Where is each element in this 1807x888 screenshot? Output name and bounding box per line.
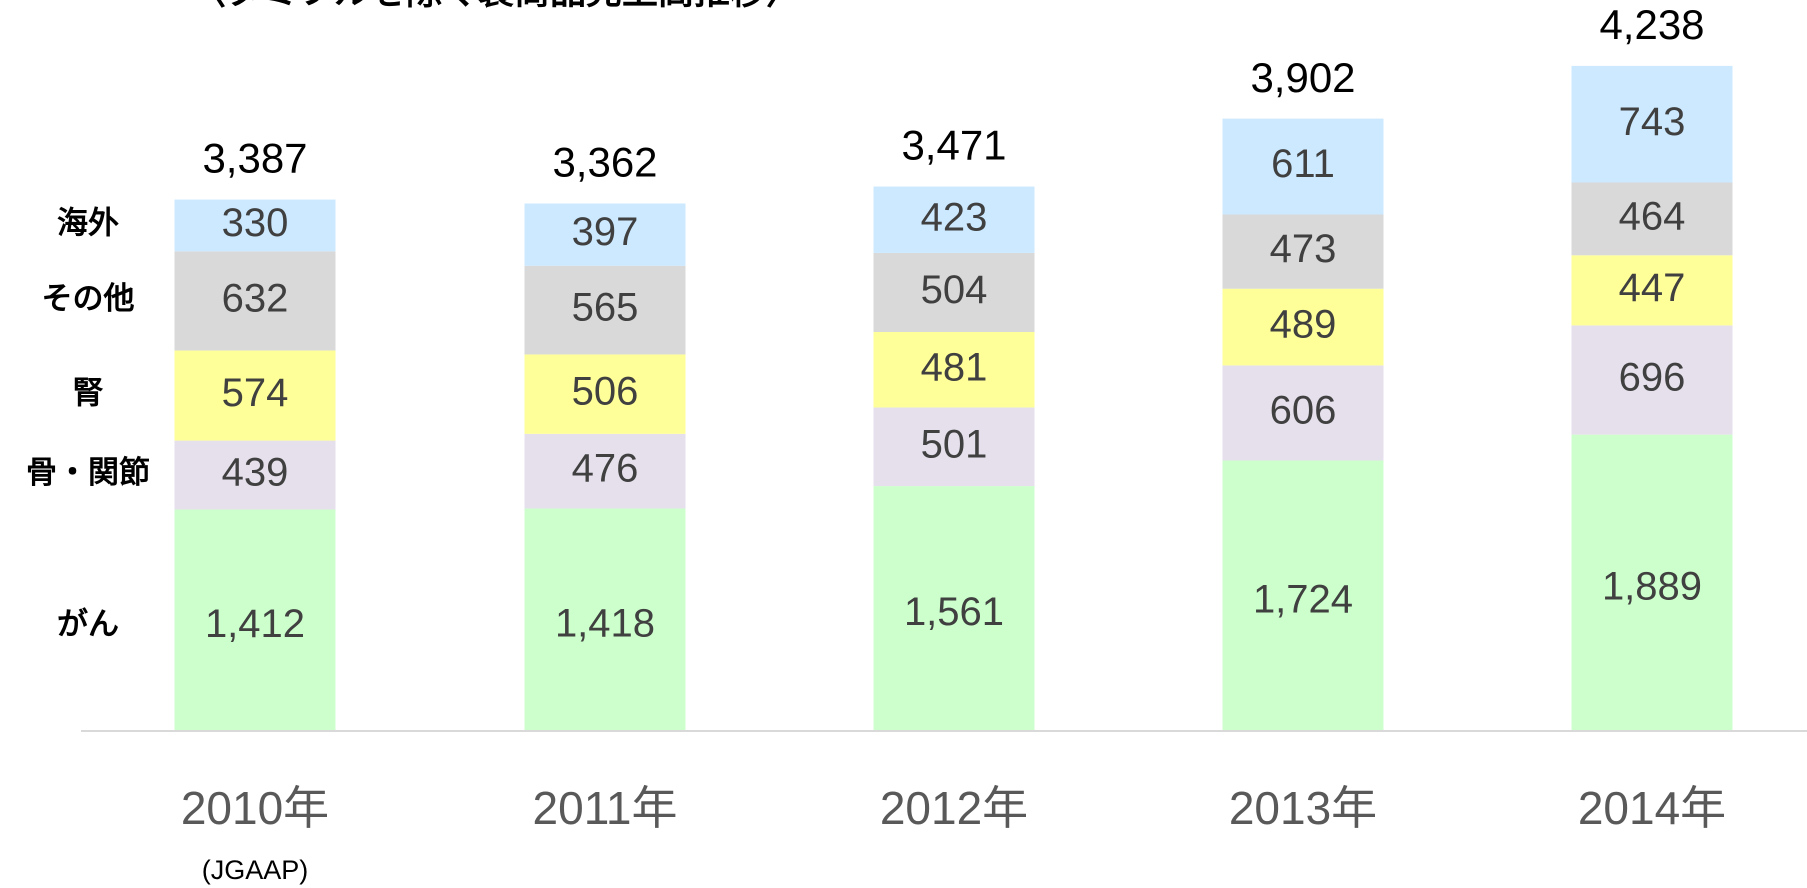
value-label: 632 — [222, 276, 289, 320]
value-label: 565 — [572, 286, 639, 330]
value-label: 501 — [921, 422, 988, 466]
bar-segment — [1222, 118, 1384, 215]
value-label: 1,561 — [904, 590, 1004, 634]
value-label: 506 — [572, 370, 639, 414]
bar-segment — [174, 251, 336, 351]
value-label: 447 — [1619, 266, 1686, 310]
bar-segment — [873, 486, 1035, 731]
value-label: 423 — [921, 195, 988, 239]
category-note: (JGAAP) — [202, 855, 309, 885]
value-label: 473 — [1270, 227, 1337, 271]
x-tick-label: 2014年 — [1578, 782, 1726, 834]
value-label: 504 — [921, 268, 988, 312]
bar-segment — [174, 350, 336, 441]
x-tick-label: 2011年 — [533, 782, 678, 834]
bar-segment — [524, 508, 686, 731]
bar-segment — [1571, 182, 1733, 256]
bar-segment — [1222, 288, 1384, 366]
value-label: 743 — [1619, 100, 1686, 144]
bar-segment — [873, 332, 1035, 408]
value-label: 489 — [1270, 303, 1337, 347]
value-label: 574 — [222, 371, 289, 415]
value-label: 606 — [1270, 389, 1337, 433]
bar-segment — [524, 354, 686, 434]
chart-title: 〈タミフルを除く製商品売上高推移〉 — [190, 0, 802, 12]
total-label: 3,387 — [202, 135, 307, 182]
legend-label: 腎 — [73, 376, 104, 411]
value-label: 464 — [1619, 194, 1686, 238]
legend-label: がん — [57, 606, 119, 641]
bar-segment — [1571, 325, 1733, 435]
value-label: 1,418 — [555, 601, 655, 645]
bar-segment — [1571, 65, 1733, 183]
bar-segment — [524, 265, 686, 355]
value-label: 611 — [1271, 142, 1335, 186]
bar-segment — [524, 203, 686, 266]
bar-segment — [873, 252, 1035, 333]
bar-segment — [873, 407, 1035, 487]
bar-segment — [1571, 255, 1733, 326]
bar-segment — [1222, 365, 1384, 461]
bar-segment — [524, 433, 686, 509]
value-label: 1,724 — [1253, 577, 1353, 621]
total-label: 3,362 — [552, 139, 657, 186]
total-label: 3,902 — [1250, 54, 1355, 101]
value-label: 696 — [1619, 356, 1686, 400]
legend-label: 海外 — [57, 206, 119, 241]
value-label: 1,889 — [1602, 564, 1702, 608]
value-label: 439 — [222, 451, 289, 495]
x-tick-label: 2013年 — [1229, 782, 1377, 834]
value-label: 397 — [572, 210, 639, 254]
x-tick-label: 2012年 — [880, 782, 1028, 834]
value-label: 481 — [921, 345, 988, 389]
bar-segment — [873, 186, 1035, 253]
value-label: 476 — [572, 447, 639, 491]
x-tick-label: 2010年 — [181, 782, 329, 834]
bar-segment — [174, 509, 336, 731]
bar-segment — [1222, 214, 1384, 289]
legend-label: 骨・関節 — [26, 455, 150, 490]
bar-segment — [174, 440, 336, 510]
bar-segment — [174, 199, 336, 252]
value-label: 1,412 — [205, 602, 305, 646]
total-label: 3,471 — [901, 121, 1006, 168]
bar-segment — [1571, 434, 1733, 731]
bar-segment — [1222, 460, 1384, 731]
total-label: 4,238 — [1599, 1, 1704, 48]
legend-label: その他 — [42, 281, 135, 316]
value-label: 330 — [222, 201, 289, 245]
